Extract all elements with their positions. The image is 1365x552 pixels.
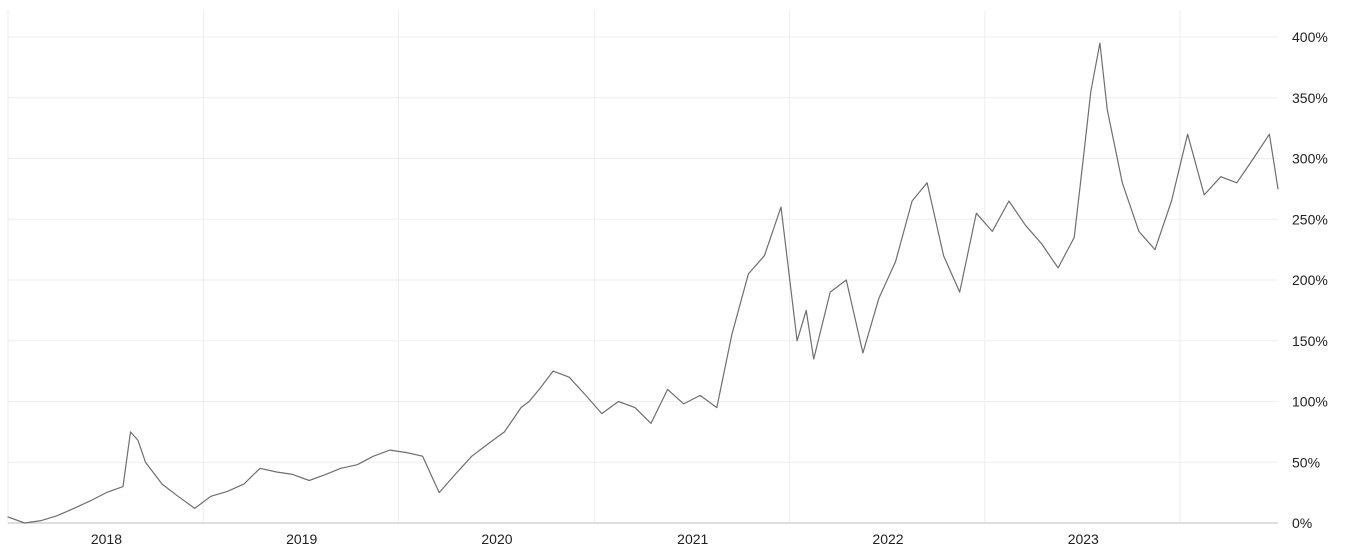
y-tick-label: 150% [1292,333,1328,349]
x-tick-label: 2021 [677,531,708,547]
y-tick-label: 300% [1292,151,1328,167]
y-tick-label: 100% [1292,394,1328,410]
tick-labels: 0% 50% 100% 150% 200% 250% 300% 350% 400% 2018 201… [91,29,1328,547]
series-line [7,42,1279,524]
x-tick-label: 2019 [286,531,317,547]
grid-lines [7,10,1278,523]
x-tick-label: 2022 [872,531,903,547]
x-tick-label: 2023 [1068,531,1099,547]
y-tick-label: 50% [1292,454,1320,470]
x-tick-label: 2018 [91,531,122,547]
y-tick-label: 0% [1292,515,1312,531]
x-tick-label: 2020 [481,531,512,547]
y-tick-label: 200% [1292,272,1328,288]
series-layer [7,42,1279,524]
y-tick-label: 350% [1292,90,1328,106]
y-tick-label: 250% [1292,211,1328,227]
y-tick-label: 400% [1292,29,1328,45]
